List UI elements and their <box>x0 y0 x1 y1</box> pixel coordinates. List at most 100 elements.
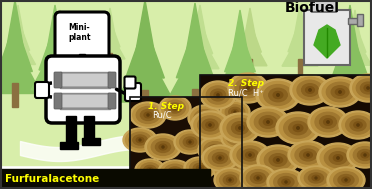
Ellipse shape <box>288 141 328 169</box>
Ellipse shape <box>151 139 175 155</box>
Ellipse shape <box>204 142 226 158</box>
Polygon shape <box>341 5 359 54</box>
Circle shape <box>315 177 317 179</box>
Ellipse shape <box>278 177 294 187</box>
Text: 1. Step: 1. Step <box>148 102 184 111</box>
Polygon shape <box>126 24 164 78</box>
Ellipse shape <box>319 77 361 107</box>
Ellipse shape <box>324 148 352 168</box>
Ellipse shape <box>254 112 282 132</box>
Ellipse shape <box>264 85 292 105</box>
Ellipse shape <box>135 159 165 181</box>
Ellipse shape <box>215 161 241 179</box>
Circle shape <box>367 87 369 89</box>
Ellipse shape <box>227 177 234 183</box>
Ellipse shape <box>198 112 212 123</box>
FancyBboxPatch shape <box>61 94 109 108</box>
Ellipse shape <box>231 75 265 101</box>
Circle shape <box>277 159 279 161</box>
Ellipse shape <box>144 165 156 175</box>
Ellipse shape <box>208 145 222 156</box>
Bar <box>0 0 372 165</box>
Bar <box>192 89 198 115</box>
Ellipse shape <box>259 81 297 109</box>
Text: Ru/C: Ru/C <box>152 111 171 120</box>
Text: Biofuel: Biofuel <box>285 1 340 15</box>
Ellipse shape <box>158 160 192 184</box>
Ellipse shape <box>244 85 252 91</box>
Polygon shape <box>167 49 223 101</box>
Polygon shape <box>95 32 125 59</box>
Ellipse shape <box>322 79 358 105</box>
Bar <box>347 86 353 110</box>
Ellipse shape <box>353 146 372 163</box>
Ellipse shape <box>263 119 273 125</box>
Polygon shape <box>105 8 115 35</box>
Polygon shape <box>39 25 71 70</box>
Ellipse shape <box>256 79 300 111</box>
Text: Ru/C  H⁺: Ru/C H⁺ <box>228 88 264 97</box>
Ellipse shape <box>194 110 216 126</box>
Ellipse shape <box>220 101 250 123</box>
Circle shape <box>234 111 236 113</box>
Bar <box>141 90 148 116</box>
Bar <box>12 83 18 107</box>
Ellipse shape <box>330 169 362 189</box>
Ellipse shape <box>350 119 366 131</box>
Ellipse shape <box>123 128 157 152</box>
Bar <box>108 53 112 66</box>
Polygon shape <box>282 34 318 66</box>
Polygon shape <box>49 23 71 52</box>
Polygon shape <box>344 23 366 52</box>
Ellipse shape <box>346 116 371 134</box>
Polygon shape <box>31 45 79 90</box>
Circle shape <box>249 154 251 156</box>
Polygon shape <box>187 20 213 54</box>
Ellipse shape <box>350 74 372 102</box>
Ellipse shape <box>257 145 299 175</box>
Ellipse shape <box>229 107 241 117</box>
Ellipse shape <box>193 163 207 173</box>
Ellipse shape <box>194 113 226 137</box>
Polygon shape <box>181 35 219 69</box>
Circle shape <box>149 169 151 171</box>
Bar <box>298 59 302 75</box>
Ellipse shape <box>222 103 248 121</box>
Ellipse shape <box>126 130 154 150</box>
Ellipse shape <box>206 86 230 104</box>
Ellipse shape <box>240 165 276 189</box>
Ellipse shape <box>284 118 312 138</box>
Circle shape <box>214 149 216 151</box>
Ellipse shape <box>140 163 160 177</box>
Ellipse shape <box>203 83 233 107</box>
Circle shape <box>147 114 149 116</box>
Ellipse shape <box>269 154 287 166</box>
Ellipse shape <box>293 77 327 103</box>
Polygon shape <box>0 44 41 94</box>
Ellipse shape <box>354 122 362 128</box>
Ellipse shape <box>171 169 179 175</box>
Ellipse shape <box>217 170 244 189</box>
Ellipse shape <box>191 111 229 139</box>
Ellipse shape <box>326 82 354 102</box>
Ellipse shape <box>208 149 232 167</box>
FancyBboxPatch shape <box>108 72 116 88</box>
Ellipse shape <box>336 89 344 95</box>
Ellipse shape <box>211 89 225 101</box>
Circle shape <box>204 117 206 119</box>
Bar <box>130 97 242 189</box>
Polygon shape <box>0 22 32 71</box>
Circle shape <box>267 121 269 123</box>
Ellipse shape <box>235 125 244 131</box>
Ellipse shape <box>276 112 320 144</box>
Ellipse shape <box>295 146 321 164</box>
Ellipse shape <box>225 168 231 172</box>
Circle shape <box>217 94 219 96</box>
Ellipse shape <box>293 125 303 132</box>
Ellipse shape <box>264 150 292 170</box>
Ellipse shape <box>324 119 333 125</box>
Ellipse shape <box>279 114 317 142</box>
Bar <box>60 142 78 149</box>
Ellipse shape <box>159 96 191 120</box>
Circle shape <box>227 169 229 171</box>
